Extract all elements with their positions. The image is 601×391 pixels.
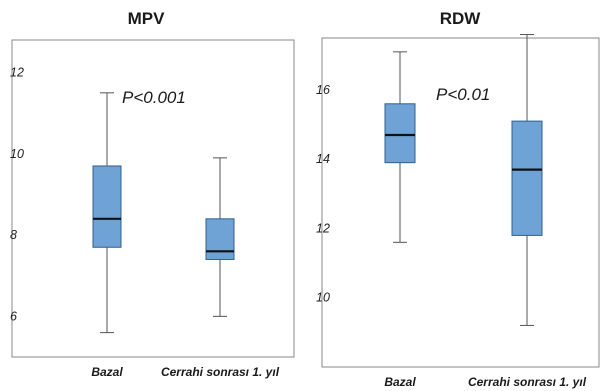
- chart-1-box-1-iqr: [92, 165, 122, 248]
- chart-1-title: MPV: [128, 9, 166, 28]
- chart-1-frame: [11, 39, 295, 358]
- chart-2-y-tick-label: 12: [316, 221, 330, 235]
- chart-2-title: RDW: [440, 9, 482, 28]
- chart-1-y-tick-label: 10: [10, 147, 24, 161]
- chart-1-y-tick-label: 12: [10, 66, 24, 80]
- chart-1-category-label: Cerrahi sonrası 1. yıl: [161, 365, 280, 379]
- chart-2-y-tick-label: 14: [316, 152, 330, 166]
- chart-1-box-2-iqr: [205, 218, 235, 260]
- chart-2-box-1-iqr: [384, 103, 416, 164]
- chart-1-p-value: P<0.001: [122, 88, 186, 107]
- chart-1-y-tick-label: 6: [10, 309, 17, 323]
- chart-2-y-tick-label: 10: [316, 291, 330, 305]
- chart-2-category-label: Cerrahi sonrası 1. yıl: [468, 375, 587, 389]
- chart-2-frame: [321, 37, 600, 368]
- chart-2-y-tick-label: 16: [316, 83, 330, 97]
- chart-2-box-2-iqr: [511, 120, 543, 236]
- chart-1-y-tick-label: 8: [10, 228, 17, 242]
- chart-2-p-value: P<0.01: [436, 85, 490, 104]
- chart-2-category-label: Bazal: [384, 375, 416, 389]
- chart-1-category-label: Bazal: [91, 365, 123, 379]
